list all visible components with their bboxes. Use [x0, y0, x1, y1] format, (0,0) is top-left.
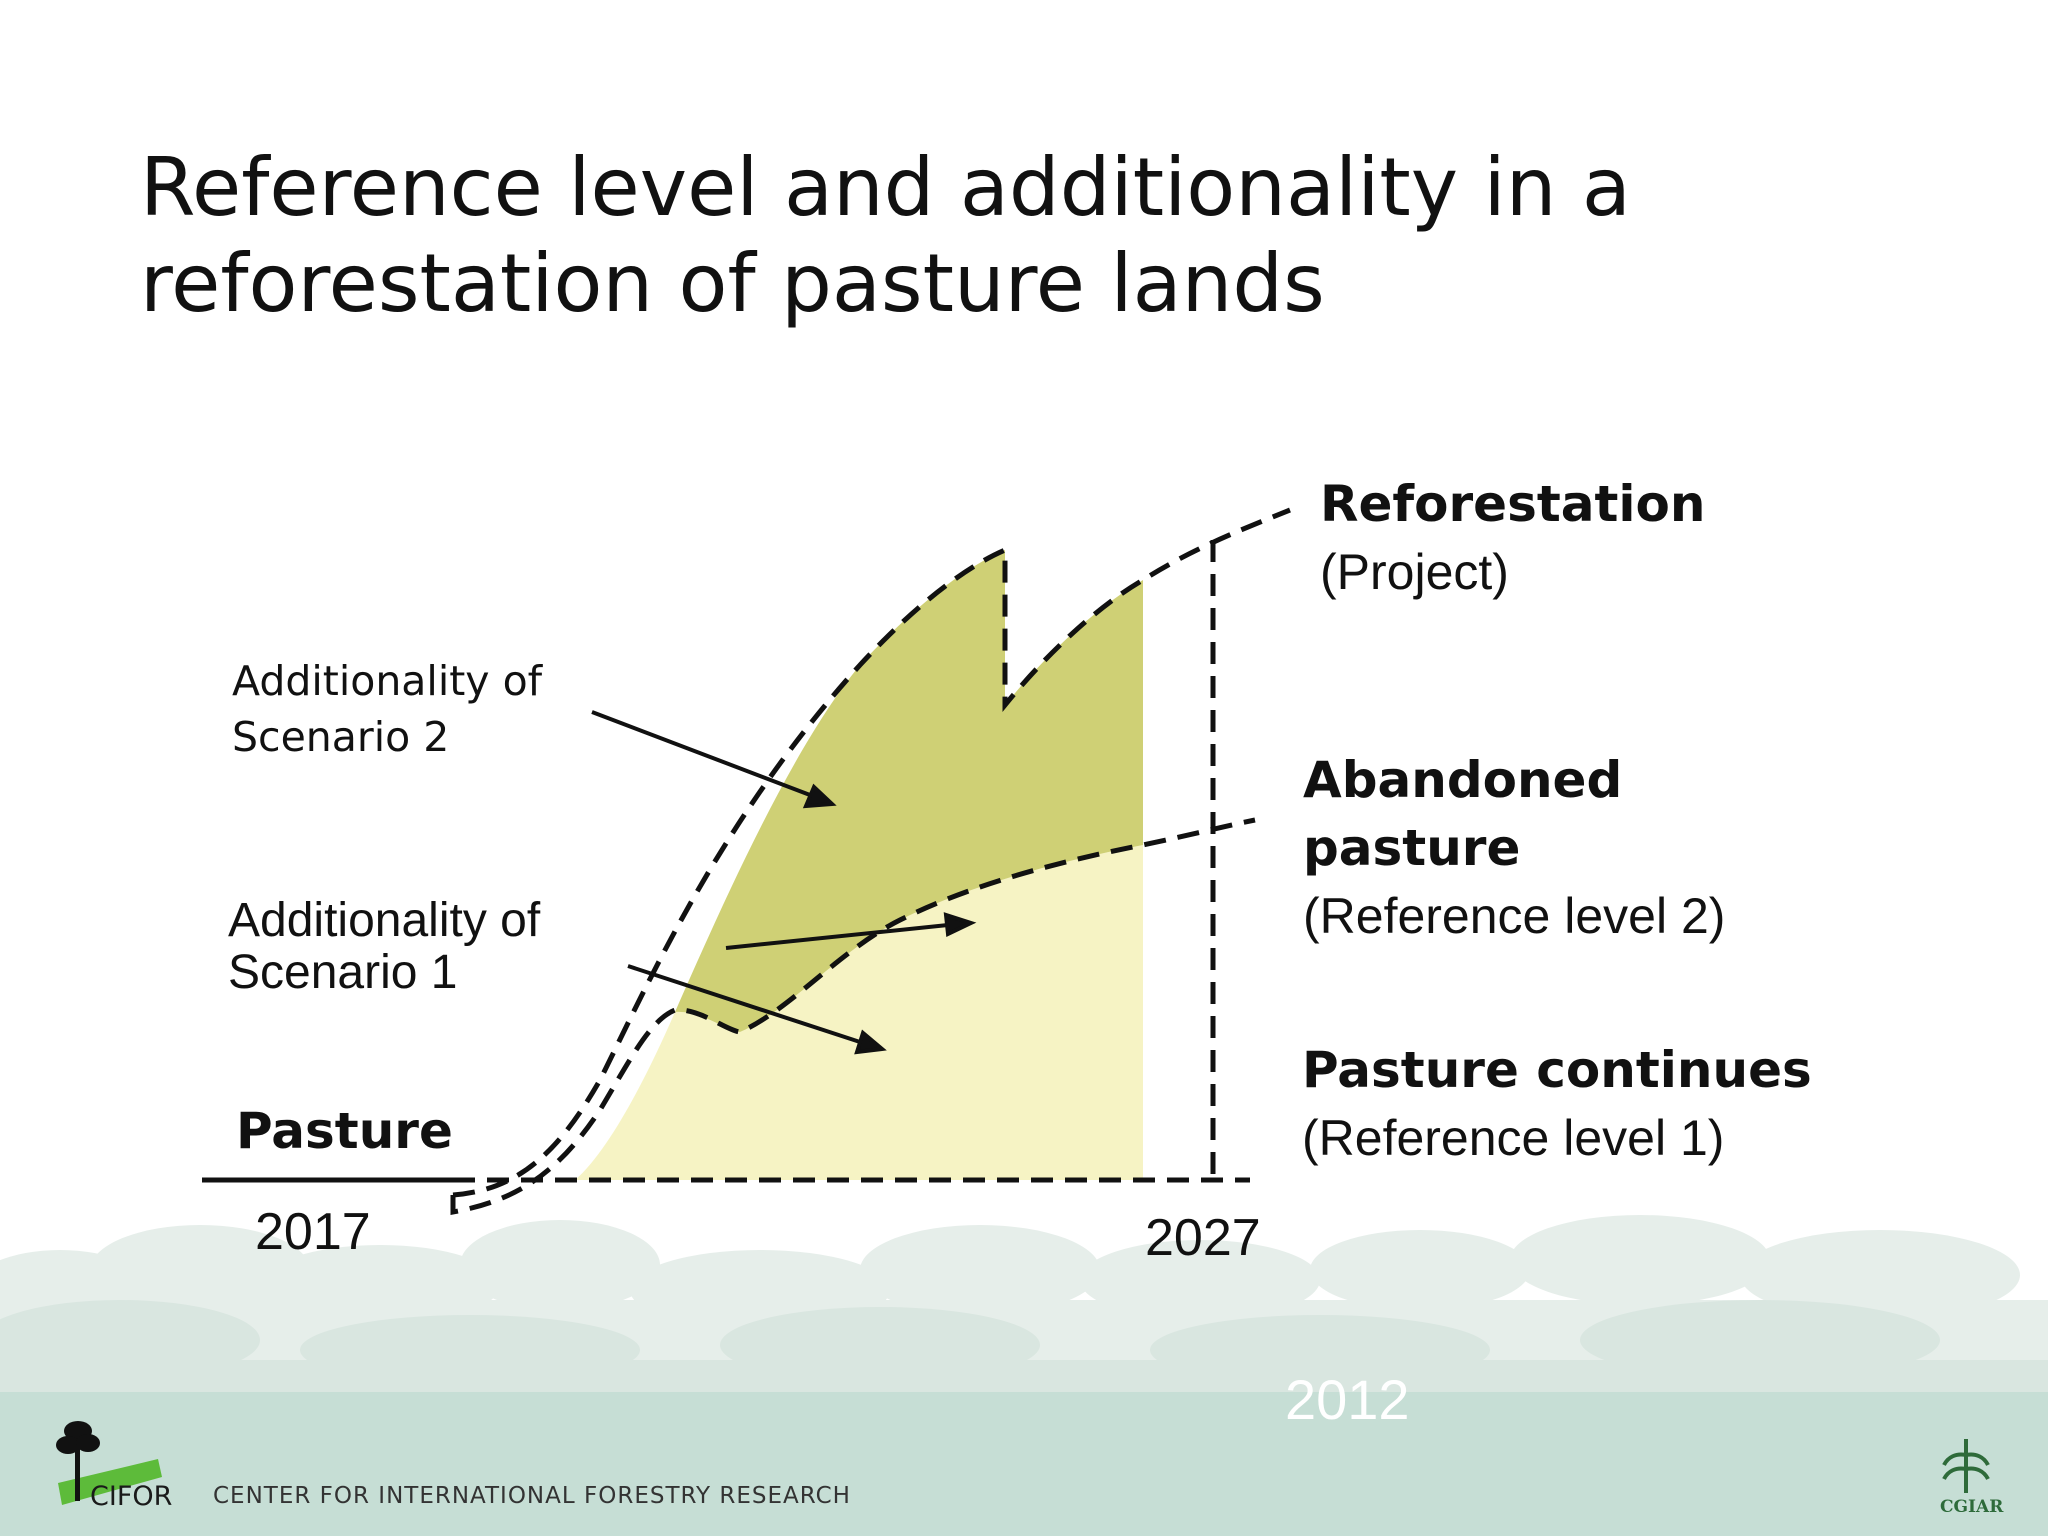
abandoned-pasture-label: Abandoned pasture (Reference level 2): [1303, 746, 1725, 950]
reforestation-curve: [452, 507, 1291, 1198]
scenario1-area: [575, 845, 1143, 1180]
reforestation-name: Reforestation: [1320, 475, 1706, 533]
cifor-logo-text: CIFOR: [90, 1481, 173, 1512]
footer-band: [0, 1392, 2048, 1536]
additionality2-line2: Scenario 2: [232, 713, 450, 761]
arrow-scenario1b: [627, 964, 861, 1044]
cifor-logo: [56, 1421, 162, 1505]
slide-title: Reference level and additionality in a r…: [140, 140, 1840, 332]
arrow-scenario1a: [725, 923, 949, 950]
pasture-continues-label: Pasture continues (Reference level 1): [1302, 1036, 1812, 1172]
organization-name: CENTER FOR INTERNATIONAL FORESTRY RESEAR…: [213, 1483, 851, 1509]
end-year-label: 2027: [1145, 1209, 1261, 1267]
cgiar-logo-icon: [1942, 1439, 1990, 1493]
additionality-scenario2-label: Additionality of Scenario 2: [232, 653, 542, 765]
abandoned-note: (Reference level 2): [1303, 888, 1726, 944]
continues-name: Pasture continues: [1302, 1041, 1812, 1099]
scenario2-area: [675, 550, 1143, 1032]
title-line-1: Reference level and additionality in a: [140, 141, 1631, 234]
footer-year: 2012: [1285, 1368, 1410, 1431]
cgiar-logo-text: CGIAR: [1940, 1497, 2004, 1517]
tree-icon: [56, 1421, 100, 1501]
start-year-label: 2017: [255, 1203, 371, 1261]
reforestation-label: Reforestation (Project): [1320, 470, 1705, 606]
continues-note: (Reference level 1): [1302, 1110, 1725, 1166]
arrow-scenario2: [591, 710, 811, 797]
additionality-scenario1-label: Additionality of Scenario 1: [228, 895, 540, 999]
abandoned-pasture-curve: [450, 817, 1256, 1215]
additionality1-line2: Scenario 1: [228, 946, 458, 999]
abandoned-name-line2: pasture: [1303, 819, 1521, 877]
additionality2-line1: Additionality of: [232, 657, 543, 705]
pasture-label: Pasture: [236, 1102, 453, 1160]
abandoned-name-line1: Abandoned: [1303, 751, 1623, 809]
reforestation-note: (Project): [1320, 544, 1509, 600]
additionality1-line1: Additionality of: [228, 894, 541, 947]
title-line-2: reforestation of pasture lands: [140, 237, 1325, 330]
